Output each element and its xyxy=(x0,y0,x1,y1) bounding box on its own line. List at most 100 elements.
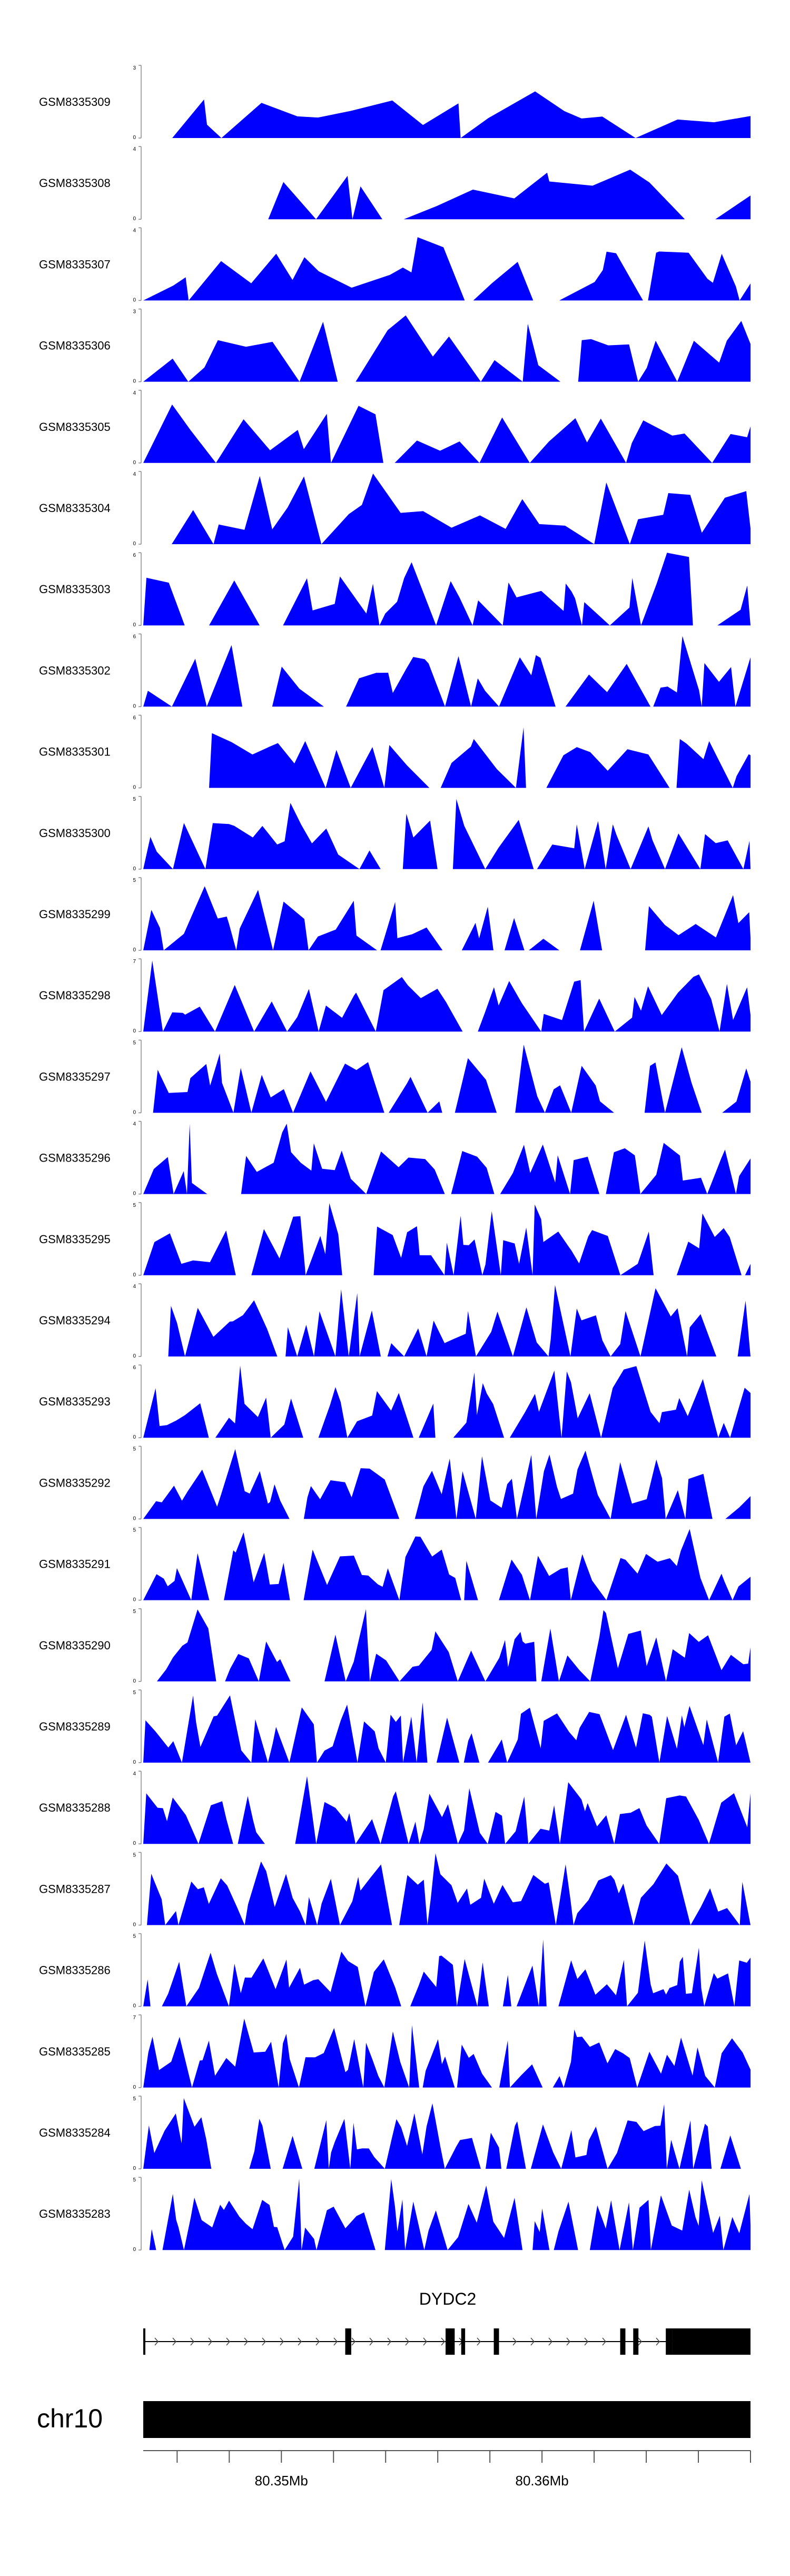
y-min-label: 0 xyxy=(133,541,136,547)
coverage-area xyxy=(143,960,750,1032)
chromosome-ideogram: chr10 xyxy=(37,2401,750,2438)
axis-ticks xyxy=(176,2451,751,2463)
strand-chevron xyxy=(584,2337,588,2346)
y-min-label: 0 xyxy=(133,1516,136,1521)
strand-chevron xyxy=(351,2337,355,2346)
track-label: GSM8335307 xyxy=(39,258,111,271)
chromosome-label: chr10 xyxy=(37,2404,103,2433)
y-min-label: 0 xyxy=(133,1841,136,1846)
track-GSM8335304: GSM8335304 4 0 xyxy=(39,471,750,547)
coverage-area xyxy=(143,1124,750,1194)
genome-axis: 80.35Mb 80.36Mb xyxy=(143,2450,751,2489)
strand-chevron xyxy=(226,2337,230,2346)
strand-chevron xyxy=(190,2337,194,2346)
exon xyxy=(672,2328,750,2355)
coverage-area xyxy=(172,91,750,138)
coverage-area xyxy=(143,553,750,626)
y-min-label: 0 xyxy=(133,216,136,222)
strand-chevron xyxy=(602,2337,606,2346)
exon xyxy=(493,2328,499,2355)
y-max-label: 7 xyxy=(133,2015,136,2021)
track-label: GSM8335288 xyxy=(39,1801,111,1814)
track-label: GSM8335291 xyxy=(39,1558,111,1571)
strand-chevron xyxy=(208,2337,212,2346)
track-label: GSM8335289 xyxy=(39,1720,111,1733)
strand-chevron xyxy=(441,2337,445,2346)
strand-chevron xyxy=(172,2337,176,2346)
y-min-label: 0 xyxy=(133,866,136,872)
coverage-tracks: GSM833530930GSM833530840GSM833530740GSM8… xyxy=(39,65,750,2253)
y-max-label: 6 xyxy=(133,553,136,558)
track-GSM8335293: GSM8335293 6 0 xyxy=(39,1364,750,1440)
y-min-label: 0 xyxy=(133,297,136,303)
coverage-area xyxy=(143,1449,750,1519)
track-GSM8335289: GSM8335289 5 0 xyxy=(39,1689,750,1765)
tick-label-80-36: 80.36Mb xyxy=(516,2473,569,2489)
track-label: GSM8335296 xyxy=(39,1152,111,1165)
y-max-label: 5 xyxy=(133,878,136,883)
track-label: GSM8335290 xyxy=(39,1639,111,1652)
track-label: GSM8335305 xyxy=(39,420,111,434)
exon xyxy=(666,2328,673,2355)
y-max-label: 5 xyxy=(133,2177,136,2183)
track-label: GSM8335300 xyxy=(39,827,111,840)
track-GSM8335309: GSM8335309 3 0 xyxy=(39,65,750,141)
track-label: GSM8335309 xyxy=(39,95,111,109)
coverage-area xyxy=(143,727,750,788)
coverage-area xyxy=(143,170,750,220)
coverage-area xyxy=(143,237,750,301)
track-label: GSM8335302 xyxy=(39,664,111,677)
y-min-label: 0 xyxy=(133,1678,136,1684)
coverage-area xyxy=(143,2098,750,2169)
y-max-label: 5 xyxy=(133,1609,136,1615)
track-GSM8335286: GSM8335286 5 0 xyxy=(39,1933,750,2009)
y-min-label: 0 xyxy=(133,785,136,791)
track-label: GSM8335286 xyxy=(39,1964,111,1977)
y-max-label: 4 xyxy=(133,390,136,396)
track-GSM8335302: GSM8335302 6 0 xyxy=(39,633,750,709)
strand-chevron xyxy=(656,2337,660,2346)
coverage-area xyxy=(143,1695,750,1763)
track-GSM8335307: GSM8335307 4 0 xyxy=(39,227,750,303)
strand-chevron xyxy=(369,2337,373,2346)
coverage-area xyxy=(143,1776,750,1844)
strand-chevron xyxy=(477,2337,481,2346)
gene-exons xyxy=(143,2328,750,2355)
y-min-label: 0 xyxy=(133,379,136,385)
y-max-label: 3 xyxy=(133,65,136,71)
coverage-area xyxy=(143,1853,750,1925)
y-min-label: 0 xyxy=(133,2166,136,2171)
track-label: GSM8335297 xyxy=(39,1070,111,1083)
tick-label-80-35: 80.35Mb xyxy=(255,2473,308,2489)
coverage-area xyxy=(143,886,750,950)
track-GSM8335283: GSM8335283 5 0 xyxy=(39,2177,750,2253)
strand-chevron xyxy=(262,2337,266,2346)
gene-label: DYDC2 xyxy=(419,2289,476,2308)
y-max-label: 5 xyxy=(133,1852,136,1858)
y-min-label: 0 xyxy=(133,1109,136,1115)
y-max-label: 4 xyxy=(133,1284,136,1290)
track-label: GSM8335284 xyxy=(39,2126,111,2139)
y-max-label: 5 xyxy=(133,797,136,802)
track-GSM8335308: GSM8335308 4 0 xyxy=(39,146,750,222)
exon xyxy=(461,2328,466,2355)
track-label: GSM8335285 xyxy=(39,2045,111,2058)
coverage-area xyxy=(143,315,750,382)
strand-chevron xyxy=(405,2337,409,2346)
track-label: GSM8335283 xyxy=(39,2207,111,2220)
strand-chevron xyxy=(387,2337,391,2346)
track-label: GSM8335293 xyxy=(39,1395,111,1408)
track-GSM8335284: GSM8335284 5 0 xyxy=(39,2096,750,2171)
y-min-label: 0 xyxy=(133,135,136,141)
y-min-label: 0 xyxy=(133,1434,136,1440)
track-GSM8335300: GSM8335300 5 0 xyxy=(39,796,750,872)
coverage-area xyxy=(143,799,750,869)
strand-chevron xyxy=(638,2337,642,2346)
track-GSM8335301: GSM8335301 6 0 xyxy=(39,714,750,791)
y-max-label: 5 xyxy=(133,1934,136,1940)
track-GSM8335297: GSM8335297 5 0 xyxy=(39,1039,750,1115)
coverage-area xyxy=(143,1285,750,1356)
strand-chevron xyxy=(512,2337,517,2346)
y-max-label: 4 xyxy=(133,471,136,477)
